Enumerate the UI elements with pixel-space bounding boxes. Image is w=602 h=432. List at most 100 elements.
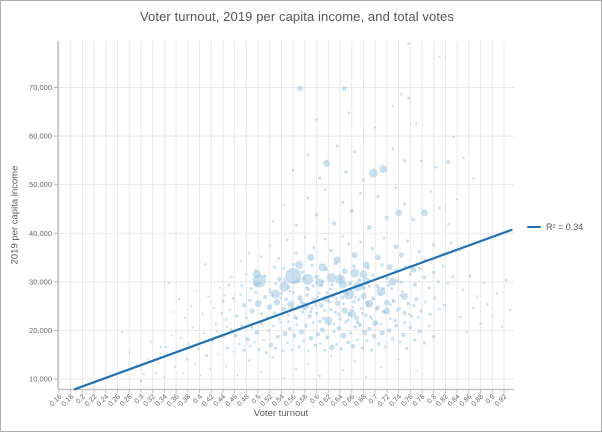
scatter-point (407, 42, 410, 46)
scatter-point (306, 196, 310, 200)
scatter-point (336, 325, 342, 331)
scatter-point (274, 346, 278, 350)
scatter-point (319, 327, 326, 333)
scatter-point (279, 281, 290, 292)
scatter-point (394, 186, 398, 190)
scatter-point (400, 92, 403, 96)
scatter-point (413, 338, 417, 342)
scatter-point (427, 324, 431, 328)
scatter-point (195, 289, 198, 292)
scatter-point (335, 297, 338, 300)
x-tick-label: 0.66 (342, 393, 357, 408)
x-tick-label: 0.7 (368, 393, 380, 405)
scatter-point (167, 282, 171, 285)
scatter-point (155, 371, 158, 374)
scatter-point (248, 298, 252, 302)
scatter-point (333, 310, 337, 314)
scatter-point (213, 306, 216, 310)
scatter-point (504, 278, 508, 282)
scatter-point (472, 306, 475, 310)
scatter-point (197, 347, 200, 351)
scatter-point (363, 292, 366, 295)
scatter-point (387, 328, 392, 333)
x-tick-label: 0.18 (61, 393, 76, 408)
scatter-point (264, 351, 269, 355)
scatter-point (276, 334, 280, 339)
scatter-point (150, 341, 153, 344)
scatter-point (317, 291, 321, 295)
scatter-point (277, 317, 281, 321)
scatter-point (382, 236, 386, 240)
scatter-point (268, 244, 271, 248)
scatter-point (341, 307, 348, 314)
scatter-point (410, 266, 417, 273)
scatter-point (170, 334, 173, 337)
scatter-point (360, 293, 367, 300)
scatter-point (405, 346, 409, 350)
scatter-point (295, 317, 299, 321)
scatter-point (347, 111, 351, 115)
scatter-point (263, 274, 267, 278)
scatter-point (337, 312, 341, 317)
scatter-point (283, 203, 286, 207)
scatter-point (353, 360, 357, 363)
scatter-point (372, 298, 376, 301)
scatter-point (271, 356, 275, 359)
scatter-point (326, 272, 337, 283)
x-tick-label: 0.74 (388, 393, 403, 408)
x-tick-label: 0.72 (377, 393, 392, 408)
scatter-point (373, 126, 377, 129)
scatter-point (405, 239, 409, 243)
scatter-point (223, 294, 226, 297)
x-tick-label: 0.8 (426, 393, 438, 405)
trendline-legend: R² = 0.34 (527, 222, 583, 232)
x-tick-label: 0.48 (236, 393, 251, 408)
scatter-point (402, 310, 407, 316)
scatter-point (295, 278, 301, 284)
x-tick-label: 0.2 (75, 393, 87, 405)
scatter-point (207, 295, 210, 298)
scatter-point (323, 309, 327, 312)
scatter-point (189, 304, 192, 308)
scatter-point (295, 323, 299, 326)
x-tick-label: 0.64 (330, 393, 345, 408)
scatter-point (388, 277, 397, 286)
scatter-point (376, 287, 386, 297)
scatter-point (232, 296, 235, 300)
scatter-point (376, 342, 381, 346)
scatter-point (334, 300, 341, 307)
x-tick-label: 0.68 (353, 393, 368, 408)
scatter-point (479, 322, 482, 325)
trend-line (73, 228, 513, 391)
scatter-point (399, 252, 404, 258)
scatter-point (245, 272, 248, 276)
scatter-point (301, 270, 305, 274)
scatter-point (393, 319, 397, 323)
x-axis-title: Voter turnout (253, 408, 309, 419)
x-tick-label: 0.46 (224, 393, 239, 408)
scatter-point (475, 295, 479, 298)
y-tick-label: 30,000 (29, 277, 52, 286)
scatter-point (355, 320, 360, 325)
scatter-point (428, 312, 432, 317)
scatter-point (142, 373, 145, 376)
scatter-point (252, 270, 261, 279)
x-tick-label: 0.92 (494, 393, 509, 408)
scatter-point (339, 347, 344, 351)
scatter-point (359, 191, 362, 195)
scatter-point (239, 293, 242, 296)
scatter-point (315, 332, 320, 337)
scatter-point (139, 379, 143, 383)
scatter-point (240, 284, 244, 288)
scatter-point (298, 329, 305, 335)
scatter-point (417, 329, 422, 334)
scatter-point (318, 374, 321, 378)
scatter-point (386, 264, 393, 271)
scatter-point (205, 354, 209, 358)
scatter-point (324, 188, 327, 191)
scatter-point (268, 288, 272, 291)
scatter-point (254, 300, 262, 308)
scatter-point (322, 316, 326, 320)
scatter-point (279, 291, 284, 296)
